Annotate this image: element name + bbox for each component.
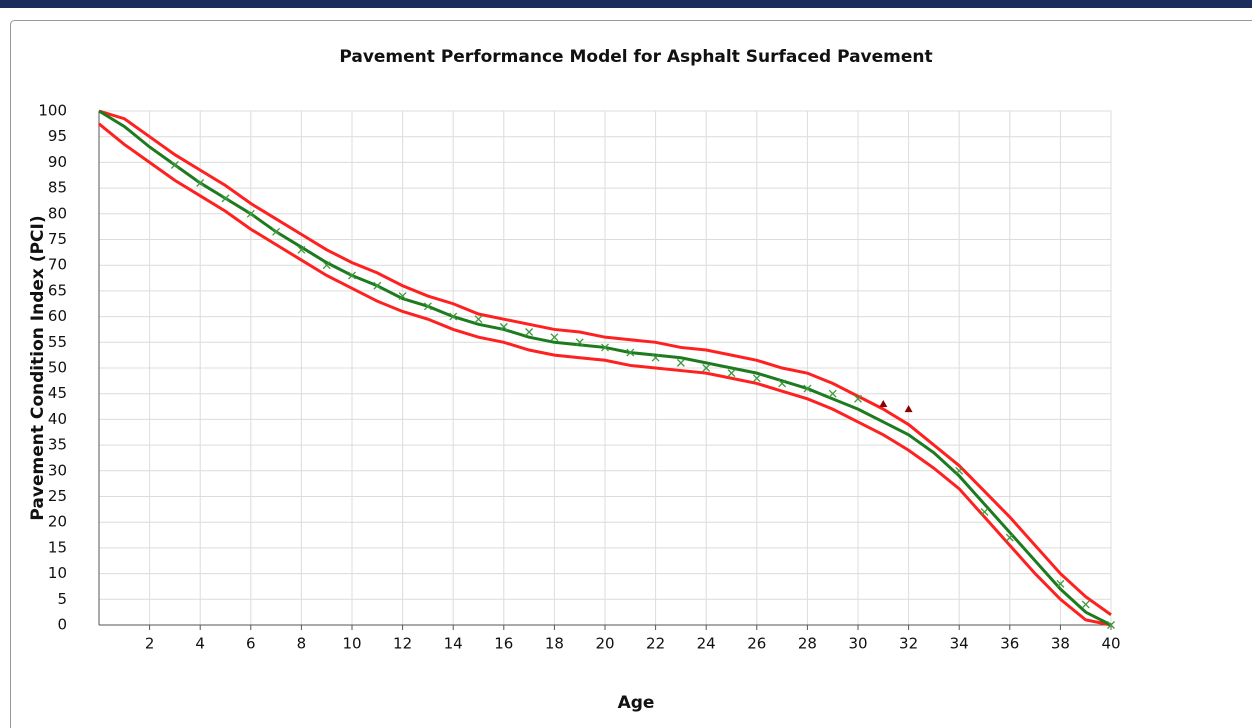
x-tick-label: 18 bbox=[545, 635, 564, 653]
data-point bbox=[373, 281, 382, 290]
y-tick-label: 30 bbox=[48, 461, 67, 479]
y-tick-label: 85 bbox=[48, 179, 67, 197]
y-tick-label: 70 bbox=[48, 256, 67, 274]
y-tick-label: 90 bbox=[48, 153, 67, 171]
data-point bbox=[1107, 621, 1115, 629]
x-tick-label: 38 bbox=[1051, 635, 1070, 653]
data-point bbox=[398, 292, 407, 300]
model-line bbox=[98, 122, 1112, 627]
data-point bbox=[955, 466, 964, 475]
x-tick-label: 4 bbox=[195, 635, 205, 653]
data-point bbox=[525, 328, 534, 336]
data-point bbox=[1005, 533, 1014, 542]
data-point bbox=[828, 389, 837, 398]
outlier-point bbox=[879, 399, 888, 407]
y-tick-label: 55 bbox=[48, 333, 67, 351]
top-bar bbox=[0, 0, 1252, 8]
x-tick-label: 34 bbox=[950, 635, 969, 653]
data-point bbox=[778, 379, 787, 388]
data-point bbox=[322, 261, 331, 270]
y-tick-label: 5 bbox=[57, 590, 67, 608]
data-point bbox=[550, 333, 559, 342]
data-point bbox=[651, 353, 660, 362]
x-tick-label: 30 bbox=[848, 635, 867, 653]
x-tick-label: 2 bbox=[145, 635, 155, 653]
x-tick-label: 6 bbox=[246, 635, 256, 653]
x-tick-label: 32 bbox=[899, 635, 918, 653]
x-axis-label: Age bbox=[618, 693, 655, 713]
data-point bbox=[170, 161, 179, 169]
data-point bbox=[1056, 579, 1065, 588]
x-tick-label: 12 bbox=[393, 635, 412, 653]
y-tick-label: 40 bbox=[48, 410, 67, 428]
data-point bbox=[1081, 600, 1090, 609]
x-tick-label: 28 bbox=[798, 635, 817, 653]
x-tick-label: 40 bbox=[1101, 635, 1120, 653]
x-tick-label: 26 bbox=[747, 635, 766, 653]
x-tick-label: 10 bbox=[342, 635, 361, 653]
plot bbox=[98, 109, 1115, 629]
y-tick-label: 75 bbox=[48, 230, 67, 248]
y-tick-label: 80 bbox=[48, 204, 67, 222]
panel bbox=[10, 20, 1252, 728]
y-tick-label: 0 bbox=[57, 616, 67, 634]
y-tick-label: 65 bbox=[48, 281, 67, 299]
y-tick-label: 15 bbox=[48, 538, 67, 556]
x-tick-label: 24 bbox=[697, 635, 716, 653]
data-point bbox=[803, 384, 812, 393]
grid bbox=[98, 110, 1112, 630]
x-tick-label: 22 bbox=[646, 635, 665, 653]
data-point bbox=[727, 369, 736, 378]
data-point bbox=[449, 312, 458, 321]
y-tick-label: 35 bbox=[48, 436, 67, 454]
data-point bbox=[626, 348, 635, 357]
data-point bbox=[575, 338, 584, 347]
data-point bbox=[297, 245, 306, 254]
y-tick-label: 95 bbox=[48, 127, 67, 145]
x-tick-label: 36 bbox=[1000, 635, 1019, 653]
y-tick-label: 45 bbox=[48, 384, 67, 402]
data-point bbox=[702, 364, 711, 372]
y-tick-label: 50 bbox=[48, 359, 67, 377]
y-tick-label: 100 bbox=[38, 102, 67, 120]
data-point bbox=[246, 209, 255, 218]
data-point bbox=[980, 507, 989, 516]
y-tick-label: 20 bbox=[48, 513, 67, 531]
y-tick-label: 60 bbox=[48, 307, 67, 325]
x-tick-label: 8 bbox=[297, 635, 307, 653]
y-tick-label: 25 bbox=[48, 487, 67, 505]
data-point bbox=[474, 315, 483, 324]
y-axis-label: Pavement Condition Index (PCI) bbox=[28, 215, 48, 520]
data-point bbox=[854, 394, 862, 403]
data-point bbox=[752, 374, 761, 383]
data-point bbox=[499, 322, 508, 331]
x-tick-label: 16 bbox=[494, 635, 513, 653]
data-point bbox=[221, 194, 230, 203]
data-point bbox=[348, 271, 356, 280]
data-point bbox=[601, 343, 609, 352]
data-point bbox=[676, 358, 685, 367]
data-point bbox=[423, 302, 432, 311]
x-tick-label: 14 bbox=[444, 635, 463, 653]
data-point bbox=[272, 227, 281, 236]
data-point bbox=[196, 179, 205, 187]
x-tick-label: 20 bbox=[595, 635, 614, 653]
chart-title: Pavement Performance Model for Asphalt S… bbox=[339, 47, 932, 67]
model-line bbox=[98, 109, 1112, 616]
y-tick-label: 10 bbox=[48, 564, 67, 582]
outlier-point bbox=[904, 405, 913, 413]
